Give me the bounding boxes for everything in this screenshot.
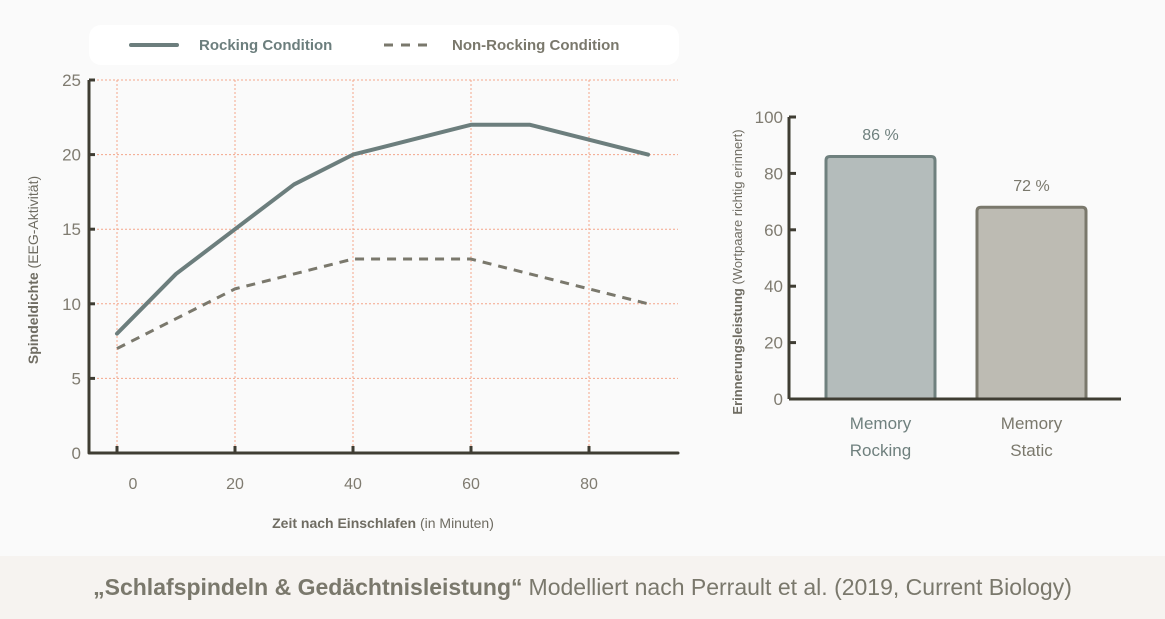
legend-swatch-solid [129, 43, 179, 47]
bar-y-tick-label: 0 [774, 390, 783, 409]
legend-item-rocking: Rocking Condition [129, 25, 332, 65]
x-tick-label: 40 [344, 476, 362, 493]
y-tick-label: 20 [62, 146, 81, 165]
bar-y-tick-label: 20 [764, 334, 783, 353]
y-tick-label: 0 [72, 444, 81, 463]
legend-label-non-rocking: Non-Rocking Condition [452, 36, 620, 54]
y-tick-label: 10 [62, 295, 81, 314]
category-label-line2: Static [1010, 441, 1053, 460]
bar-y-tick-label: 100 [755, 108, 783, 127]
y-tick-label: 15 [62, 220, 81, 239]
y-axis-title-bold: Spindeldichte [25, 272, 41, 364]
y-axis-title-rest: (EEG-Aktivität) [25, 176, 41, 272]
y-axis-title: Spindeldichte (EEG-Aktivität) [25, 176, 41, 364]
bar-value-label: 86 % [862, 127, 898, 144]
legend-item-non-rocking: Non-Rocking Condition [382, 25, 619, 65]
bar-y-axis-title: Erinnerungsleistung (Wortpaare richtig e… [730, 129, 745, 414]
caption-title: „Schlafspindeln & Gedächtnisleistung“ [93, 574, 523, 600]
charts-svg: 0 5 10 15 20 25 0 20 40 60 80 Zeit nach Einschlafen… [25, 71, 1121, 531]
line-chart-legend: Rocking Condition Non-Rocking Condition [89, 25, 679, 65]
series-line-rocking [115, 122, 650, 336]
category-label-line2: Rocking [850, 441, 911, 460]
series-line-non-rocking [116, 257, 649, 350]
line-chart: 0 5 10 15 20 25 0 20 40 60 80 Zeit nach Einschlafen… [25, 71, 680, 531]
bar-value-label: 72 % [1013, 178, 1049, 195]
x-tick-label: 60 [462, 476, 480, 493]
bar-y-tick-label: 40 [764, 277, 783, 296]
category-label-line1: Memory [1001, 414, 1063, 433]
caption-source: Modelliert nach Perrault et al. (2019, C… [528, 574, 1072, 600]
category-label-line1: Memory [850, 414, 912, 433]
x-axis-title-bold: Zeit nach Einschlafen [272, 515, 416, 531]
caption: „Schlafspindeln & Gedächtnisleistung“ Mo… [0, 556, 1165, 619]
y-tick-label: 25 [62, 71, 81, 90]
x-axis-title: Zeit nach Einschlafen (in Minuten) [272, 515, 494, 531]
bar-y-axis-title-bold: Erinnerungsleistung [730, 288, 745, 414]
x-tick-label: 80 [580, 476, 598, 493]
bar-rocking [824, 154, 937, 399]
legend-label-rocking: Rocking Condition [199, 36, 333, 54]
x-tick-label: 0 [129, 476, 138, 493]
bar-y-tick-label: 60 [764, 221, 783, 240]
bar-y-tick-label: 80 [764, 164, 783, 183]
bar-static [975, 205, 1088, 399]
bar-y-axis-title-rest: (Wortpaare richtig erinnert) [730, 129, 745, 288]
y-tick-label: 5 [72, 369, 81, 388]
bar-chart: 86 % Memory Rocking 72 % Memory Static 0 20 40 60… [730, 108, 1121, 460]
figure: Rocking Condition Non-Rocking Condition … [25, 25, 1121, 531]
x-axis-title-rest: (in Minuten) [416, 515, 494, 531]
x-tick-label: 20 [226, 476, 244, 493]
legend-swatch-dashed [384, 43, 430, 47]
